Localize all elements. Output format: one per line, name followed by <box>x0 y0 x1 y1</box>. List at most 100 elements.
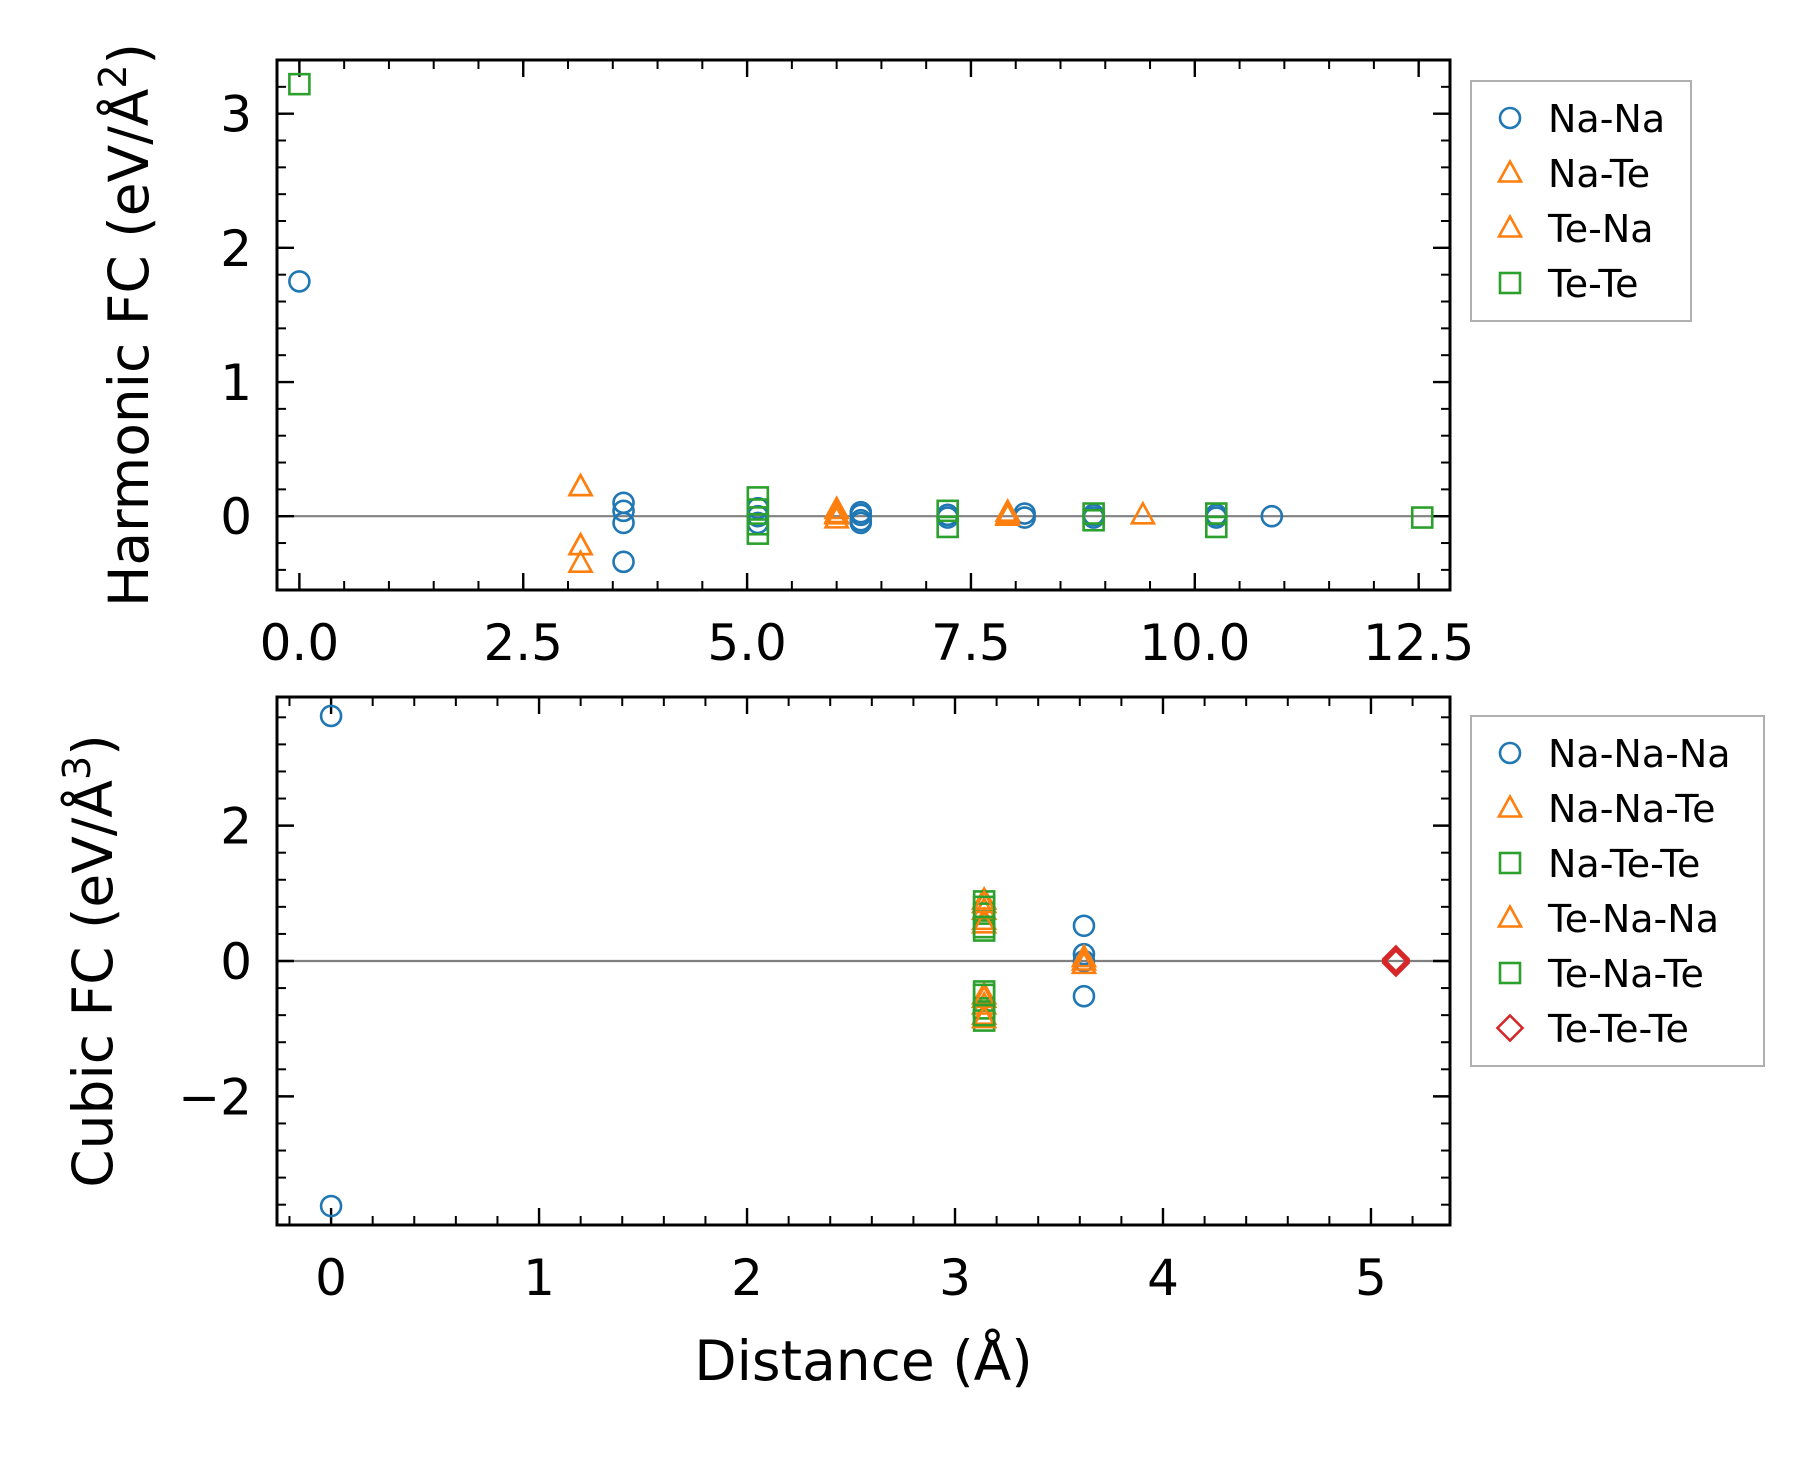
y-tick-label: 2 <box>220 798 252 856</box>
point-te-te <box>936 499 959 523</box>
x-tick-label: 2.5 <box>483 614 563 672</box>
point-na-na <box>612 499 635 523</box>
y-axis-label-main: Harmonic FC (eV/Å <box>96 88 161 607</box>
point-te-na-te <box>972 1003 996 1027</box>
point-te-te <box>936 515 959 539</box>
point-te-na <box>567 531 594 556</box>
legend-label: Te-Na-Na <box>1547 897 1719 941</box>
legend-marker-te-na-na <box>1496 903 1524 928</box>
legend-marker-na-na-na <box>1498 741 1522 765</box>
x-tick-label: 3 <box>939 1249 971 1307</box>
point-na-na <box>849 511 873 535</box>
legend: Na-Na-Na Na-Na-Te Na-Te-Te Te-Na-Na Te-Na-Te… <box>1470 715 1765 1067</box>
y-tick-label: 0 <box>220 488 252 546</box>
point-na-na-te <box>970 896 998 921</box>
x-tick-label: 0 <box>315 1249 347 1307</box>
point-na-na-te <box>970 1000 998 1025</box>
point-te-na <box>994 500 1021 525</box>
point-te-te <box>746 522 770 545</box>
x-tick-label: 1 <box>523 1249 555 1307</box>
legend-marker-te-na-te <box>1498 961 1522 985</box>
y-axis-label-close: ) <box>97 43 161 64</box>
y-tick-label: 3 <box>220 86 252 144</box>
legend-label: Na-Na-Na <box>1548 732 1731 776</box>
point-te-te <box>746 498 770 521</box>
plot-frame <box>275 695 1452 1227</box>
x-tick-label: 12.5 <box>1363 614 1474 672</box>
point-na-te <box>823 495 850 520</box>
legend-marker-na-na <box>1498 106 1522 130</box>
x-tick-label: 7.5 <box>931 614 1011 672</box>
point-na-na <box>612 511 635 535</box>
point-te-na-na <box>1070 946 1098 971</box>
legend-marker-te-te-te <box>1495 1013 1525 1043</box>
series-te-na-na <box>970 889 1098 1029</box>
x-tick-label: 5 <box>1355 1249 1387 1307</box>
legend-label: Te-Na <box>1547 207 1654 251</box>
x-tick-label: 0.0 <box>260 614 340 672</box>
legend-label: Na-Na <box>1548 97 1665 141</box>
y-axis-label-superscript: 3 <box>55 756 99 780</box>
point-na-na-te <box>1070 943 1098 968</box>
legend-box <box>1470 80 1692 322</box>
legend-marker-na-te <box>1496 158 1524 183</box>
point-te-te <box>1204 515 1228 539</box>
point-na-na <box>1260 504 1284 528</box>
point-te-na-na <box>970 1004 998 1029</box>
point-na-na-na <box>319 704 343 728</box>
point-te-na <box>823 499 850 524</box>
legend-label: Te-Te-Te <box>1547 1007 1689 1051</box>
series-te-te-te <box>1381 944 1411 978</box>
legend: Na-Na Na-Te Te-Na Te-Te <box>1470 80 1692 322</box>
y-axis-label-main: Cubic FC (eV/Å <box>60 780 125 1188</box>
series-te-na <box>567 472 1021 556</box>
point-na-na-na <box>1072 984 1096 1008</box>
point-na-te <box>1129 500 1157 525</box>
legend-label: Na-Na-Te <box>1548 787 1716 831</box>
y-axis-label-superscript: 2 <box>91 64 135 88</box>
point-na-na-te <box>970 906 998 931</box>
harmonic-fc-chart: 0.0 2.5 5.0 7.5 10.0 12.5 0 1 2 3 Harmonic FC (eV/… <box>91 43 1692 672</box>
y-axis-label: Harmonic FC (eV/Å2) <box>91 43 161 607</box>
legend-marker-na-na-te <box>1496 793 1524 818</box>
x-tick-label: 2 <box>731 1249 763 1307</box>
point-te-te <box>1204 502 1228 525</box>
point-na-na <box>612 550 635 574</box>
x-tick-label: 5.0 <box>707 614 787 672</box>
legend-marker-na-te-te <box>1498 851 1522 875</box>
point-na-na-na <box>319 1194 343 1218</box>
series-te-na-te <box>972 895 996 1027</box>
y-tick-label: −2 <box>178 1068 252 1126</box>
legend-box <box>1470 715 1765 1067</box>
point-na-na-na <box>1072 914 1096 938</box>
point-te-te <box>1082 508 1105 532</box>
legend-label: Te-Na-Te <box>1547 952 1704 996</box>
point-na-na-te <box>970 990 998 1015</box>
x-tick-label: 4 <box>1147 1249 1179 1307</box>
point-na-na <box>288 270 311 293</box>
legend-marker-te-na <box>1496 213 1524 238</box>
y-tick-label: 1 <box>220 354 252 412</box>
legend-label: Na-Te <box>1548 152 1650 196</box>
point-te-te <box>288 72 311 96</box>
y-axis-label-close: ) <box>61 734 125 755</box>
x-tick-label: 10.0 <box>1139 614 1250 672</box>
point-na-te <box>823 504 850 529</box>
point-na-na-te <box>1070 950 1098 975</box>
y-tick-label: 2 <box>220 220 252 278</box>
point-te-na <box>567 472 594 497</box>
y-tick-label: 0 <box>220 933 252 991</box>
series-na-na-te <box>970 885 1098 1025</box>
y-axis-label: Cubic FC (eV/Å3) <box>55 734 125 1187</box>
point-na-te <box>567 548 594 573</box>
legend-label: Na-Te-Te <box>1548 842 1700 886</box>
point-te-te <box>1410 506 1434 529</box>
point-te-na-na <box>970 909 998 934</box>
point-te-te-te <box>1381 948 1411 978</box>
legend-marker-te-te <box>1498 271 1522 295</box>
point-te-te <box>746 486 770 509</box>
legend-label: Te-Te <box>1547 262 1639 306</box>
point-te-na-te <box>972 915 996 939</box>
